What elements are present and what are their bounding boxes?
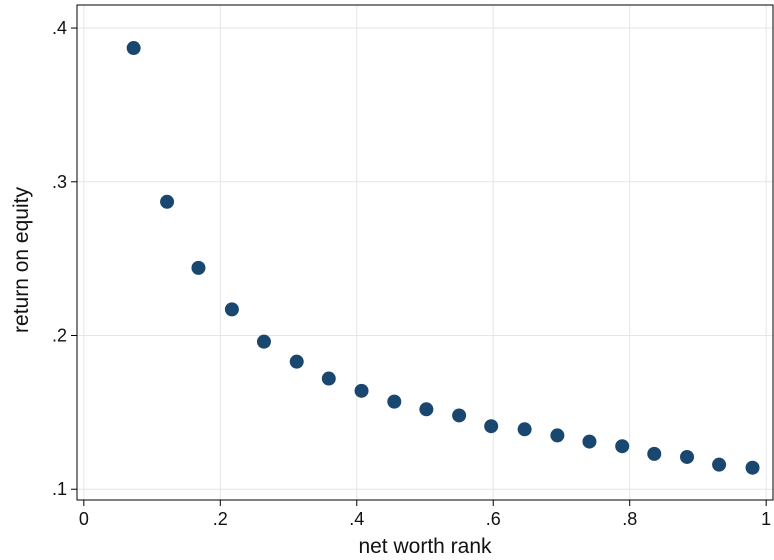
- plot-frame: [76, 4, 774, 501]
- x-tick-label: .4: [349, 509, 364, 529]
- x-tick-label: .8: [622, 509, 637, 529]
- point: [224, 302, 239, 317]
- x-tick-label: 1: [761, 509, 771, 529]
- y-tick-label: .2: [52, 326, 67, 346]
- y-tick-label: .4: [52, 18, 67, 38]
- point: [712, 457, 727, 472]
- point: [517, 422, 532, 437]
- point: [126, 41, 141, 56]
- x-axis-title: net worth rank: [358, 535, 492, 558]
- point: [615, 439, 630, 454]
- point: [354, 383, 369, 398]
- point: [550, 428, 565, 443]
- point: [289, 354, 304, 369]
- point: [419, 402, 434, 417]
- point: [484, 419, 499, 434]
- y-tick-label: .1: [52, 479, 67, 499]
- y-tick-label: .3: [52, 172, 67, 192]
- point: [321, 371, 336, 386]
- point: [160, 194, 175, 209]
- point: [745, 460, 760, 475]
- y-axis-title: return on equity: [10, 187, 33, 333]
- x-tick-label: .6: [486, 509, 501, 529]
- x-tick-label: .2: [213, 509, 228, 529]
- point: [256, 334, 271, 349]
- point: [191, 260, 206, 275]
- point: [647, 446, 662, 461]
- point: [387, 394, 402, 409]
- point: [680, 449, 695, 464]
- point: [582, 434, 597, 449]
- x-tick-label: 0: [79, 509, 89, 529]
- point: [452, 408, 467, 423]
